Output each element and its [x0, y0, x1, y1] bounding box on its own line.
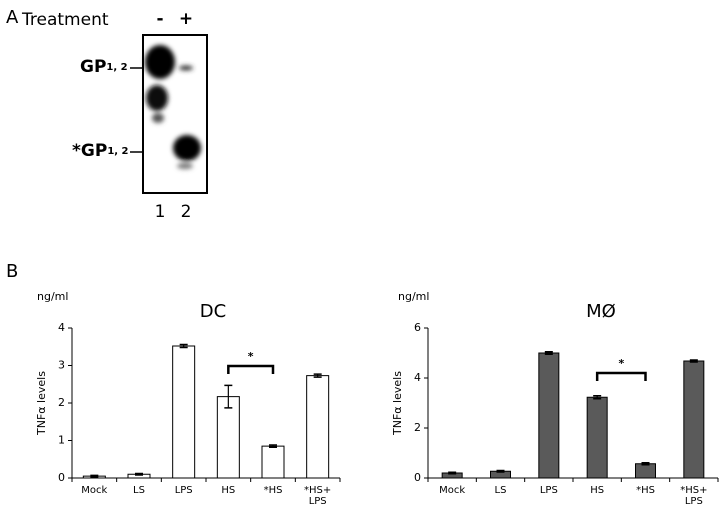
- x-tick-label: *HS+ LPS: [680, 485, 707, 507]
- unit-label: ng/ml: [398, 290, 429, 303]
- bar: [538, 352, 560, 479]
- x-tick-label: HS: [590, 485, 604, 496]
- x-tick-label: *HS+ LPS: [304, 485, 331, 507]
- error-bar: [448, 471, 457, 475]
- panel-label: B: [6, 261, 18, 282]
- y-tick-label: 3: [58, 359, 65, 372]
- significance-bracket: [595, 371, 647, 381]
- x-tick-label: LS: [133, 485, 145, 496]
- bar: [306, 375, 330, 479]
- error-bar: [224, 384, 233, 409]
- blot: [142, 34, 208, 194]
- x-tick-label: LPS: [175, 485, 193, 496]
- bar: [261, 445, 285, 479]
- y-tick-label: 2: [414, 421, 421, 434]
- panel-label: A: [6, 7, 19, 28]
- error-bar: [496, 469, 505, 473]
- y-tick-label: 0: [58, 471, 65, 484]
- x-tick-label: Mock: [81, 485, 107, 496]
- unit-label: ng/ml: [37, 290, 68, 303]
- x-tick-label: LPS: [540, 485, 558, 496]
- bar: [683, 360, 705, 479]
- error-bar: [313, 373, 322, 378]
- y-tick-label: 1: [58, 434, 65, 447]
- y-tick-label: 4: [414, 371, 421, 384]
- bar: [216, 396, 240, 479]
- significance-label: *: [248, 350, 254, 363]
- x-tick-label: Mock: [439, 485, 465, 496]
- bar: [172, 345, 196, 479]
- error-bar: [689, 359, 698, 363]
- y-axis-label: TNFα levels: [35, 371, 48, 436]
- error-bar: [269, 444, 277, 448]
- treatment-label: Treatment: [21, 10, 109, 30]
- lane-number: 2: [181, 202, 192, 222]
- y-tick-label: 0: [414, 471, 421, 484]
- error-bar: [544, 351, 553, 355]
- error-bar: [179, 343, 188, 349]
- significance-bracket: [227, 364, 275, 374]
- band-label: GP1, 2: [80, 57, 128, 77]
- chart-title: DC: [200, 301, 226, 322]
- error-bar: [135, 472, 143, 476]
- error-bar: [641, 462, 650, 466]
- error-bar: [593, 395, 602, 400]
- x-tick-label: HS: [221, 485, 235, 496]
- chart-title: MØ: [586, 301, 616, 322]
- bar: [586, 396, 608, 479]
- x-tick-label: *HS: [264, 485, 283, 496]
- error-bar: [90, 474, 99, 478]
- y-tick-label: 4: [58, 321, 65, 334]
- lane-treatment: +: [179, 9, 193, 29]
- significance-label: *: [618, 357, 624, 370]
- bar: [635, 463, 656, 479]
- y-tick-label: 2: [58, 396, 65, 409]
- band-label: *GP1, 2: [72, 141, 129, 161]
- y-tick-label: 6: [414, 321, 421, 334]
- y-axis-label: TNFα levels: [391, 371, 404, 436]
- lane-treatment: -: [156, 9, 163, 29]
- lane-number: 1: [155, 202, 166, 222]
- x-tick-label: *HS: [636, 485, 655, 496]
- x-tick-label: LS: [495, 485, 507, 496]
